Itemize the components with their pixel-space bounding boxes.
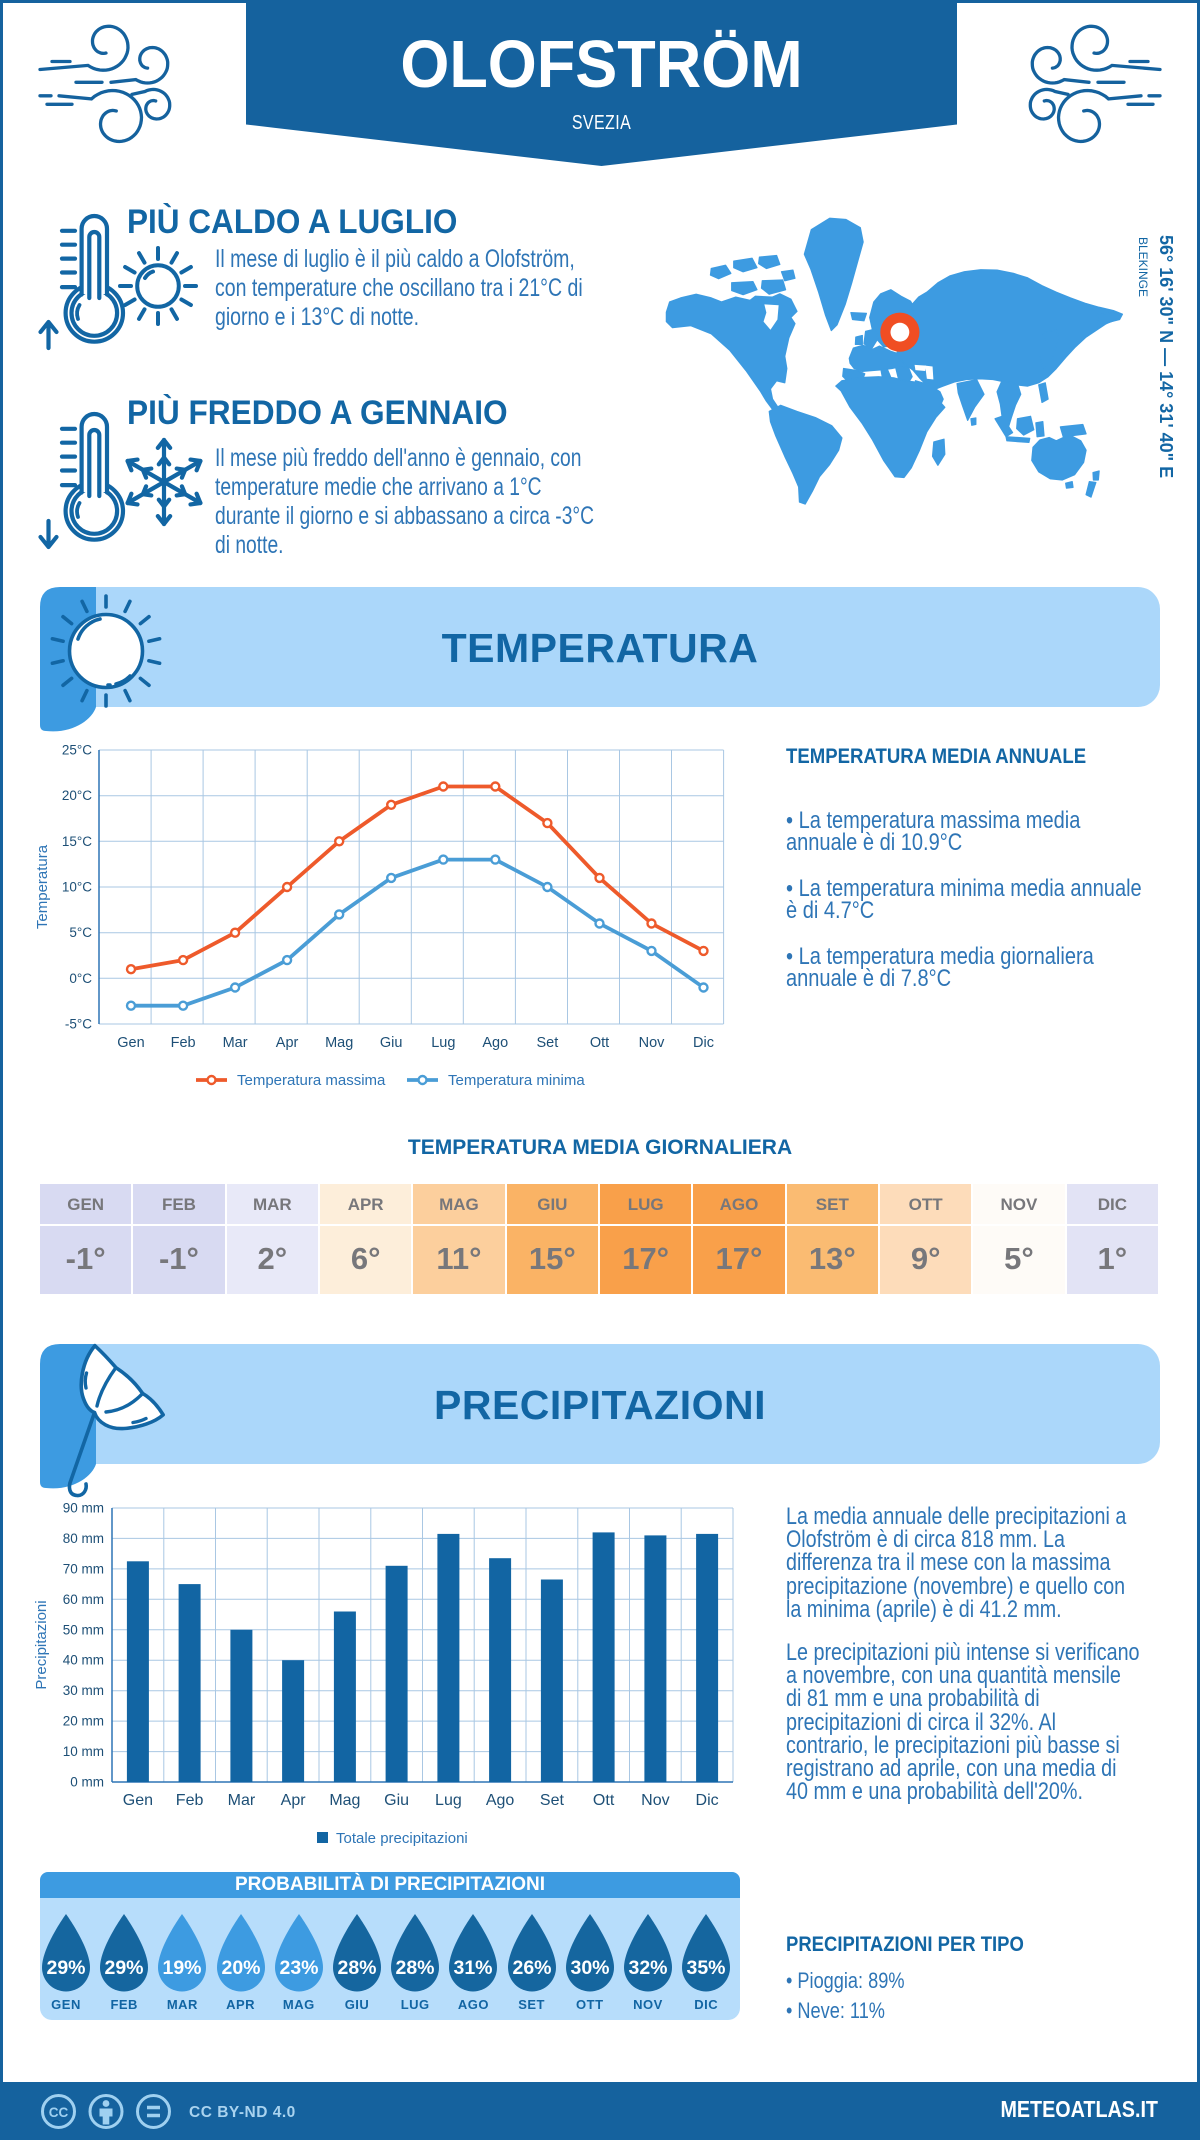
svg-text:29%: 29% (105, 1957, 144, 1979)
svg-text:30%: 30% (570, 1957, 609, 1979)
svg-text:15°C: 15°C (62, 834, 92, 849)
svg-text:0°C: 0°C (69, 971, 92, 986)
svg-text:0 mm: 0 mm (70, 1775, 104, 1790)
svg-text:80 mm: 80 mm (63, 1531, 104, 1546)
svg-text:Nov: Nov (639, 1035, 666, 1051)
svg-text:Dic: Dic (693, 1035, 714, 1051)
svg-text:Set: Set (540, 1792, 565, 1809)
svg-text:90 mm: 90 mm (63, 1501, 104, 1516)
svg-text:CC: CC (49, 2105, 69, 2120)
svg-text:Temperatura massima: Temperatura massima (237, 1072, 386, 1089)
svg-text:Gen: Gen (117, 1035, 144, 1051)
svg-text:Set: Set (537, 1035, 559, 1051)
svg-text:25°C: 25°C (62, 743, 92, 758)
svg-text:60 mm: 60 mm (63, 1592, 104, 1607)
svg-text:Temperatura minima: Temperatura minima (448, 1072, 585, 1089)
svg-text:50 mm: 50 mm (63, 1622, 104, 1637)
svg-text:Dic: Dic (696, 1792, 719, 1809)
svg-text:Giu: Giu (380, 1035, 403, 1051)
svg-text:-5°C: -5°C (65, 1017, 92, 1032)
svg-text:Apr: Apr (281, 1792, 307, 1809)
svg-text:Mar: Mar (223, 1035, 248, 1051)
svg-text:19%: 19% (163, 1957, 202, 1979)
svg-text:Precipitazioni: Precipitazioni (33, 1600, 50, 1689)
svg-text:30 mm: 30 mm (63, 1683, 104, 1698)
svg-text:70 mm: 70 mm (63, 1561, 104, 1576)
svg-text:Mag: Mag (329, 1792, 360, 1809)
svg-text:Lug: Lug (435, 1792, 462, 1809)
svg-text:31%: 31% (454, 1957, 493, 1979)
svg-text:35%: 35% (687, 1957, 726, 1979)
svg-text:Apr: Apr (276, 1035, 299, 1051)
svg-text:26%: 26% (512, 1957, 551, 1979)
svg-text:5°C: 5°C (69, 925, 92, 940)
svg-text:Giu: Giu (384, 1792, 409, 1809)
svg-text:20 mm: 20 mm (63, 1714, 104, 1729)
svg-text:32%: 32% (628, 1957, 667, 1979)
svg-text:10°C: 10°C (62, 880, 92, 895)
svg-text:Ott: Ott (593, 1792, 615, 1809)
svg-text:28%: 28% (337, 1957, 376, 1979)
svg-text:20%: 20% (221, 1957, 260, 1979)
svg-text:23%: 23% (279, 1957, 318, 1979)
svg-text:Temperatura: Temperatura (34, 844, 51, 929)
svg-text:29%: 29% (46, 1957, 85, 1979)
svg-text:40 mm: 40 mm (63, 1653, 104, 1668)
svg-text:Mag: Mag (325, 1035, 353, 1051)
svg-text:Totale precipitazioni: Totale precipitazioni (336, 1830, 468, 1847)
svg-text:Mar: Mar (228, 1792, 256, 1809)
svg-text:10 mm: 10 mm (63, 1744, 104, 1759)
svg-text:Ott: Ott (590, 1035, 609, 1051)
svg-text:Nov: Nov (641, 1792, 669, 1809)
svg-text:Feb: Feb (171, 1035, 196, 1051)
svg-text:Ago: Ago (482, 1035, 508, 1051)
svg-text:Gen: Gen (123, 1792, 153, 1809)
svg-text:28%: 28% (396, 1957, 435, 1979)
svg-text:Lug: Lug (431, 1035, 455, 1051)
svg-text:20°C: 20°C (62, 788, 92, 803)
svg-text:Feb: Feb (176, 1792, 204, 1809)
svg-text:Ago: Ago (486, 1792, 515, 1809)
